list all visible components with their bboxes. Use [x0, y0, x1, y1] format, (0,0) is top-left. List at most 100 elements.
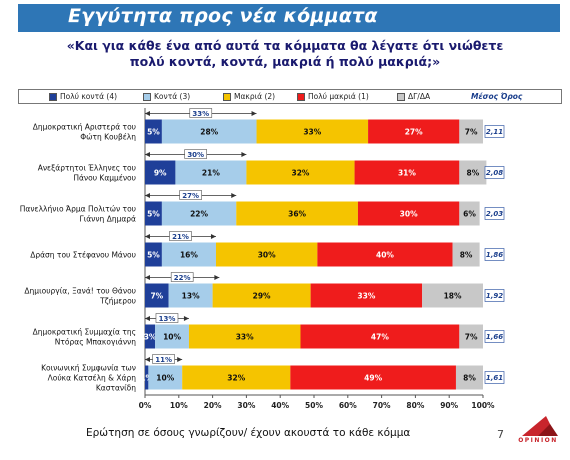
bar-segment [459, 324, 483, 349]
x-tick-label: 10% [170, 401, 188, 410]
legend-label: Μακριά (2) [234, 92, 276, 101]
near-total-box [179, 190, 202, 200]
legend-item-very-far: Πολύ μακριά (1) [297, 92, 369, 101]
legend-swatch [143, 92, 151, 101]
subtitle-line-2: πολύ κοντά, κοντά, μακριά ή πολύ μακριά;… [129, 54, 441, 69]
data-label: 30% [400, 210, 418, 219]
bar-segment [161, 242, 216, 267]
near-total-label: 13% [159, 315, 176, 323]
data-label: 33% [303, 128, 321, 137]
near-total-arrow-head-left [145, 234, 150, 239]
category-label: Φώτη Κουβέλη [80, 133, 136, 142]
bar-segment [145, 119, 162, 144]
bar-segment [161, 119, 257, 144]
x-tick-label: 40% [271, 401, 289, 410]
data-label: 22% [190, 210, 208, 219]
data-label: 5% [147, 210, 160, 219]
bar-segment [459, 201, 480, 226]
mean-box [484, 207, 505, 220]
near-total-arrow-head-left [145, 357, 150, 362]
near-total-arrow-head-left [145, 111, 150, 116]
data-label: 13% [182, 292, 200, 301]
x-tick-label: 100% [471, 401, 495, 410]
near-total-arrow-head-left [145, 316, 150, 321]
data-label: 7% [465, 128, 478, 137]
data-label: 9% [154, 169, 167, 178]
data-label: 27% [405, 128, 423, 137]
legend-swatch [397, 92, 405, 101]
bar-segment [455, 365, 483, 390]
near-total-arrow-head-right [214, 275, 220, 280]
mean-box [484, 371, 505, 384]
legend-label: Κοντά (3) [154, 92, 191, 101]
bar-segment [145, 160, 176, 185]
near-total-box [169, 231, 192, 241]
category-label: Δημιουργία, Ξανά! του Θάνου [24, 287, 136, 296]
data-label: 5% [147, 251, 160, 260]
bar-segment [256, 119, 369, 144]
category-label: Δράση του Στέφανου Μάνου [30, 251, 136, 260]
data-label: 8% [463, 374, 476, 383]
legend-label: Πολύ μακριά (1) [308, 92, 369, 101]
near-total-box [152, 354, 175, 364]
mean-box [484, 330, 505, 343]
near-total-box [184, 149, 207, 159]
data-label: 32% [292, 169, 310, 178]
bar-segment [459, 160, 487, 185]
x-tick-label: 20% [204, 401, 222, 410]
category-label: Ανεξάρτητοι Έλληνες του [38, 164, 136, 173]
x-tick-label: 50% [305, 401, 323, 410]
category-label: Πανελλήνιο Άρμα Πολιτών του [20, 205, 136, 214]
bar-segment [459, 119, 483, 144]
near-total-arrow-head-right [251, 111, 257, 116]
data-label: 36% [288, 210, 306, 219]
x-tick-label: 0% [139, 401, 152, 410]
near-total-arrow-head-right [210, 234, 216, 239]
bar-segment [212, 283, 311, 308]
category-label: Τζήμερου [99, 297, 136, 306]
near-total-box [170, 272, 194, 282]
data-label: 8% [460, 251, 473, 260]
data-label: 47% [371, 333, 389, 342]
legend-swatch [223, 92, 231, 101]
legend-mean-label: Μέσος Όρος [471, 92, 523, 101]
bar-segment [145, 201, 162, 226]
legend-swatch [297, 92, 305, 101]
data-label: 49% [364, 374, 382, 383]
category-label: Γιάννη Δημαρά [80, 215, 137, 224]
data-label: 5% [147, 128, 160, 137]
category-label: Δημοκρατική Αριστερά του [33, 123, 136, 132]
data-label: 29% [253, 292, 271, 301]
question-subtitle: «Και για κάθε ένα από αυτά τα κόμματα θα… [40, 38, 530, 70]
bar-segment [317, 242, 453, 267]
title-bar: Εγγύτητα προς νέα κόμματα [18, 4, 560, 32]
near-total-label: 30% [187, 151, 204, 159]
chart-legend: Πολύ κοντά (4) Κοντά (3) Μακριά (2) Πολύ… [18, 89, 562, 104]
mean-value: 1,92 [486, 292, 503, 300]
mean-box [484, 289, 505, 302]
legend-item-very-close: Πολύ κοντά (4) [49, 92, 117, 101]
bar-segment [188, 324, 301, 349]
footer-note: Ερώτηση σε όσους γνωρίζουν/ έχουν ακουστ… [86, 427, 411, 439]
data-label: 7% [150, 292, 163, 301]
near-total-box [189, 108, 213, 118]
category-label: Πάνου Καμμένου [73, 174, 136, 183]
mean-value: 2,03 [486, 210, 503, 218]
bar-segment [357, 201, 460, 226]
bar-segment [168, 283, 213, 308]
near-total-label: 22% [174, 274, 191, 282]
category-label: Ντόρας Μπακογιάννη [55, 338, 136, 347]
data-label: 1% [140, 374, 153, 383]
bar-segment [310, 283, 423, 308]
mean-value: 1,66 [486, 333, 503, 341]
bar-segment [236, 201, 358, 226]
mean-box [484, 166, 505, 179]
opinion-logo: OPINION [516, 412, 560, 450]
near-total-arrow-head-right [183, 316, 189, 321]
near-total-label: 33% [192, 110, 209, 118]
category-label: Λούκα Κατσέλη & Χάρη [48, 374, 137, 383]
near-total-label: 21% [172, 233, 189, 241]
mean-box [484, 125, 505, 138]
mean-value: 1,61 [486, 374, 503, 382]
